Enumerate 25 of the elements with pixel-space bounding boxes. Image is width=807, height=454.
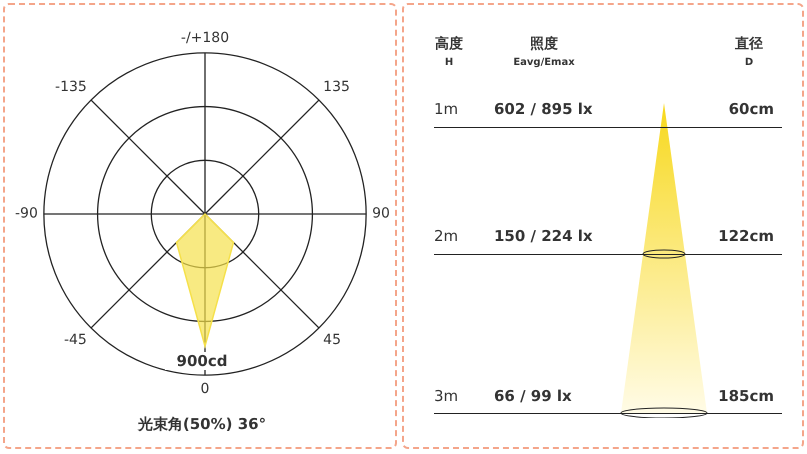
text: D [744, 57, 754, 68]
spoke-label: 135 [323, 79, 350, 96]
text: 66 / 99 lx [494, 387, 572, 405]
text: 602 / 895 lx [494, 100, 593, 118]
spoke-label: -90 [14, 206, 38, 222]
text: 直径 [734, 35, 764, 53]
spoke-label: -/+180 [180, 30, 230, 46]
text: 122cm [718, 227, 774, 245]
text: 1m [434, 100, 458, 118]
text: 3m [434, 387, 458, 405]
text: 光束角(50%) 36° [136, 415, 268, 434]
text: 高度 [434, 35, 464, 53]
text: 150 / 224 lx [494, 227, 593, 245]
spoke-label: 90 [372, 206, 390, 222]
spoke-label: -135 [55, 79, 87, 96]
text: 900cd [165, 352, 239, 370]
spoke-label: 45 [323, 332, 342, 348]
text: H [444, 57, 454, 68]
text: 60cm [728, 100, 774, 118]
spoke-label: 0 [200, 381, 210, 398]
spoke-label: -45 [64, 332, 87, 348]
text: Eavg/Emax [512, 57, 576, 68]
text: 照度 [529, 35, 559, 53]
text: 2m [434, 227, 458, 245]
text: 185cm [718, 387, 774, 405]
